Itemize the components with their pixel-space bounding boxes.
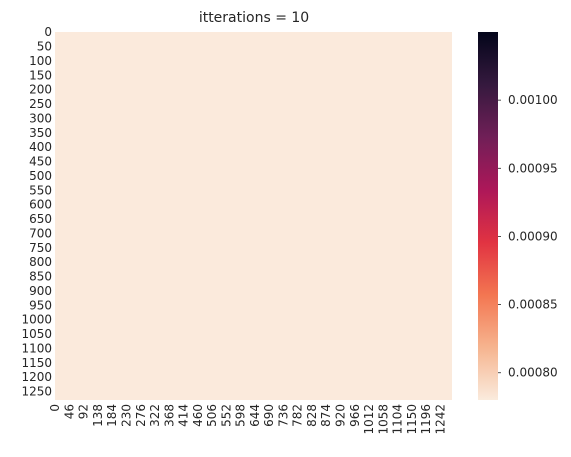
y-tick-label: 1200: [21, 370, 52, 384]
x-tick-label: 276: [134, 404, 148, 427]
colorbar-tick-label: 0.00080: [508, 366, 558, 380]
x-tick-label: 1104: [391, 404, 405, 435]
y-tick-label: 350: [29, 126, 52, 140]
colorbar-tick-label: 0.00095: [508, 161, 558, 175]
x-tick-label: 690: [262, 404, 276, 427]
y-tick-label: 500: [29, 169, 52, 183]
y-tick-label: 650: [29, 212, 52, 226]
x-tick-label: 322: [148, 404, 162, 427]
y-tick-label: 1150: [21, 356, 52, 370]
y-tick-label: 50: [37, 40, 52, 54]
x-tick-label: 1058: [376, 404, 390, 435]
chart-title: itterations = 10: [199, 10, 309, 26]
colorbar-tick-label: 0.00090: [508, 229, 558, 243]
x-tick-label: 230: [119, 404, 133, 427]
x-axis: 0 46 92 138 184 230 276 322 368 414 460 506 552 598 64…: [48, 404, 447, 435]
x-tick-label: 782: [291, 404, 305, 427]
y-tick-label: 850: [29, 270, 52, 284]
x-tick-label: 368: [162, 404, 176, 427]
y-tick-label: 1050: [21, 327, 52, 341]
y-tick-label: 750: [29, 241, 52, 255]
colorbar-axis: 0.00080 0.00085 0.00090 0.00095 0.00100: [498, 93, 558, 380]
heatmap-cells: [55, 32, 452, 400]
colorbar-tick-label: 0.00100: [508, 93, 558, 107]
x-tick-label: 0: [48, 404, 62, 412]
x-tick-label: 46: [62, 404, 76, 419]
x-tick-label: 552: [219, 404, 233, 427]
x-tick-label: 138: [91, 404, 105, 427]
y-tick-label: 0: [44, 25, 52, 39]
y-tick-label: 800: [29, 255, 52, 269]
colorbar: [478, 32, 498, 400]
y-tick-label: 1250: [21, 385, 52, 399]
y-tick-label: 250: [29, 97, 52, 111]
x-tick-label: 874: [319, 404, 333, 427]
y-tick-label: 550: [29, 183, 52, 197]
x-tick-label: 1196: [419, 404, 433, 435]
x-tick-label: 184: [105, 404, 119, 427]
y-tick-label: 300: [29, 111, 52, 125]
y-tick-label: 200: [29, 83, 52, 97]
y-tick-label: 450: [29, 155, 52, 169]
x-tick-label: 1150: [405, 404, 419, 435]
y-tick-label: 150: [29, 68, 52, 82]
y-tick-label: 950: [29, 298, 52, 312]
y-tick-label: 600: [29, 198, 52, 212]
x-tick-label: 920: [333, 404, 347, 427]
y-tick-label: 900: [29, 284, 52, 298]
y-tick-label: 100: [29, 54, 52, 68]
x-tick-label: 598: [234, 404, 248, 427]
x-tick-label: 506: [205, 404, 219, 427]
x-tick-label: 1242: [433, 404, 447, 435]
x-tick-label: 966: [348, 404, 362, 427]
x-tick-label: 644: [248, 404, 262, 427]
x-tick-label: 460: [191, 404, 205, 427]
colorbar-tick-label: 0.00085: [508, 298, 558, 312]
x-tick-label: 414: [177, 404, 191, 427]
x-tick-label: 92: [77, 404, 91, 419]
x-tick-label: 1012: [362, 404, 376, 435]
x-tick-label: 828: [305, 404, 319, 427]
y-tick-label: 400: [29, 140, 52, 154]
y-tick-label: 1100: [21, 341, 52, 355]
x-tick-label: 736: [276, 404, 290, 427]
y-tick-label: 700: [29, 226, 52, 240]
y-axis: 0501001502002503003504004505005506006507…: [21, 25, 52, 398]
y-tick-label: 1000: [21, 313, 52, 327]
